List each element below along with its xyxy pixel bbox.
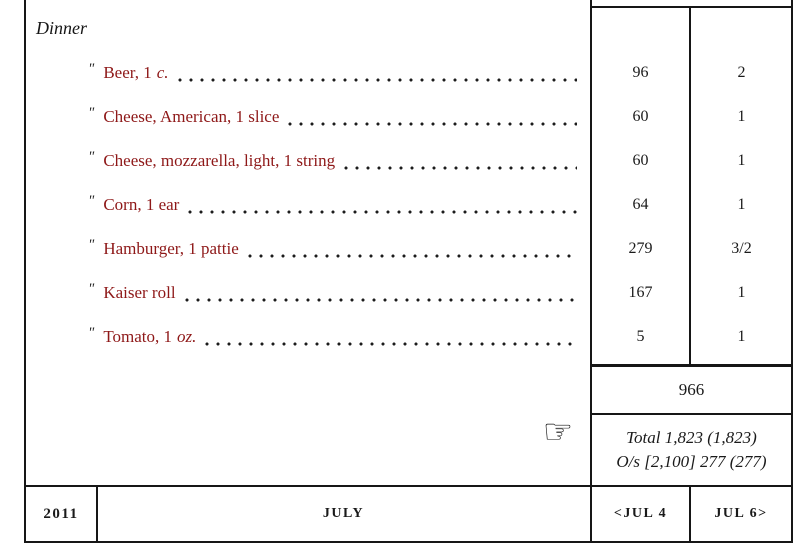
food-unit: oz. [177,327,197,346]
food-name: Kaiser roll [103,283,176,302]
food-item-row: " Hamburger, 1 pattie 279 3/2 [24,227,793,271]
dot-leader [177,78,577,82]
calories-value: 5 [636,328,645,345]
servings-value: 1 [737,328,746,345]
food-item-row: " Cheese, American, 1 slice 60 1 [24,95,793,139]
food-name: Corn, 1 ear [103,195,180,214]
calories-value: 96 [632,64,649,81]
divider-line [791,0,793,543]
servings-value: 1 [737,284,746,301]
food-item-row: " Cheese, mozzarella, light, 1 string 60… [24,139,793,183]
food-item-row: " Kaiser roll 167 1 [24,271,793,315]
divider-line [24,541,793,543]
food-item-row: " Beer, 1 c. 96 2 [24,51,793,95]
divider-line [96,485,98,543]
servings-value: 3/2 [731,240,752,257]
servings-value: 1 [737,196,746,213]
ditto-mark: " [88,60,95,77]
food-item-row: " Tomato, 1 oz. 5 1 [24,315,793,359]
divider-line [24,485,793,487]
overshoot-line: O/s [2,100] 277 (277) [616,451,767,471]
meal-title: Dinner [36,18,87,38]
ditto-mark: " [88,280,95,297]
dot-leader [205,342,577,346]
food-item-row: " Corn, 1 ear 64 1 [24,183,793,227]
year-label: 2011 [43,505,79,522]
ditto-mark: " [88,324,95,341]
food-name: Beer, 1 [103,63,152,82]
divider-line [590,6,793,8]
divider-line [590,0,592,543]
calories-subtotal: 966 [678,380,705,399]
dot-leader [247,254,577,258]
ditto-mark: " [88,148,95,165]
food-name: Tomato, 1 [103,327,173,346]
food-name: Cheese, mozzarella, light, 1 string [103,151,336,170]
servings-value: 1 [737,152,746,169]
divider-line [590,364,793,367]
ditto-mark: " [88,104,95,121]
calories-value: 60 [632,152,649,169]
dot-leader [184,298,577,302]
pointing-hand-icon: ☞ [542,412,574,452]
calories-value: 167 [628,284,653,301]
food-name: Hamburger, 1 pattie [103,239,239,258]
next-day-button[interactable]: JUL 6> [714,506,768,521]
divider-line [689,6,691,367]
divider-line [590,413,793,415]
totals-box: Total 1,823 (1,823) O/s [2,100] 277 (277… [592,415,791,484]
servings-value: 2 [737,64,746,81]
prev-day-button[interactable]: <JUL 4 [613,506,668,521]
ditto-mark: " [88,192,95,209]
month-label: JULY [322,506,365,521]
food-name: Cheese, American, 1 slice [103,107,280,126]
calories-value: 60 [632,108,649,125]
dot-leader [188,210,577,214]
calories-value: 64 [632,196,649,213]
servings-value: 1 [737,108,746,125]
divider-line [689,485,691,543]
dot-leader [288,122,577,126]
dot-leader [344,166,577,170]
ditto-mark: " [88,236,95,253]
calories-value: 279 [628,240,653,257]
total-line: Total 1,823 (1,823) [626,427,757,447]
food-unit: c. [156,63,169,82]
divider-line [24,0,26,543]
